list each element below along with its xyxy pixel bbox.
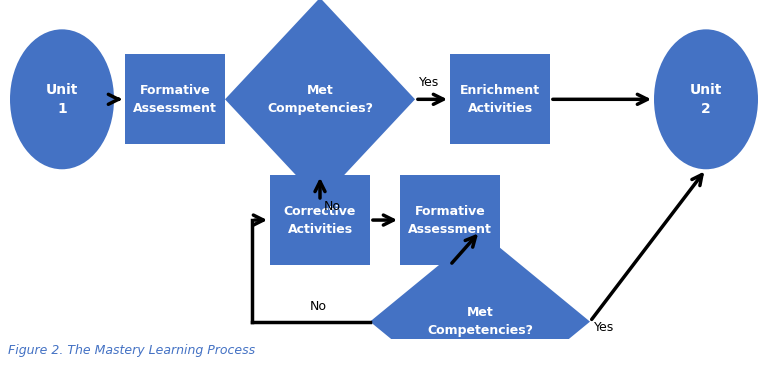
Text: Figure 2. The Mastery Learning Process: Figure 2. The Mastery Learning Process	[8, 344, 255, 357]
Text: Formative
Assessment: Formative Assessment	[133, 84, 217, 115]
Polygon shape	[225, 0, 415, 201]
Text: Formative
Assessment: Formative Assessment	[408, 205, 492, 236]
Text: No: No	[310, 300, 327, 313]
FancyBboxPatch shape	[270, 175, 370, 265]
Text: No: No	[324, 200, 341, 213]
Ellipse shape	[10, 29, 114, 169]
Text: Unit
2: Unit 2	[690, 82, 722, 116]
Text: Enrichment
Activities: Enrichment Activities	[460, 84, 540, 115]
FancyBboxPatch shape	[125, 54, 225, 145]
Text: Corrective
Activities: Corrective Activities	[284, 205, 356, 236]
Text: Met
Competencies?: Met Competencies?	[267, 84, 373, 115]
Text: Met
Competencies?: Met Competencies?	[427, 306, 533, 337]
FancyBboxPatch shape	[400, 175, 500, 265]
FancyBboxPatch shape	[450, 54, 550, 145]
Text: Unit
1: Unit 1	[46, 82, 78, 116]
Text: Yes: Yes	[419, 76, 439, 89]
Polygon shape	[370, 231, 590, 368]
Ellipse shape	[654, 29, 758, 169]
Text: Yes: Yes	[594, 321, 614, 334]
